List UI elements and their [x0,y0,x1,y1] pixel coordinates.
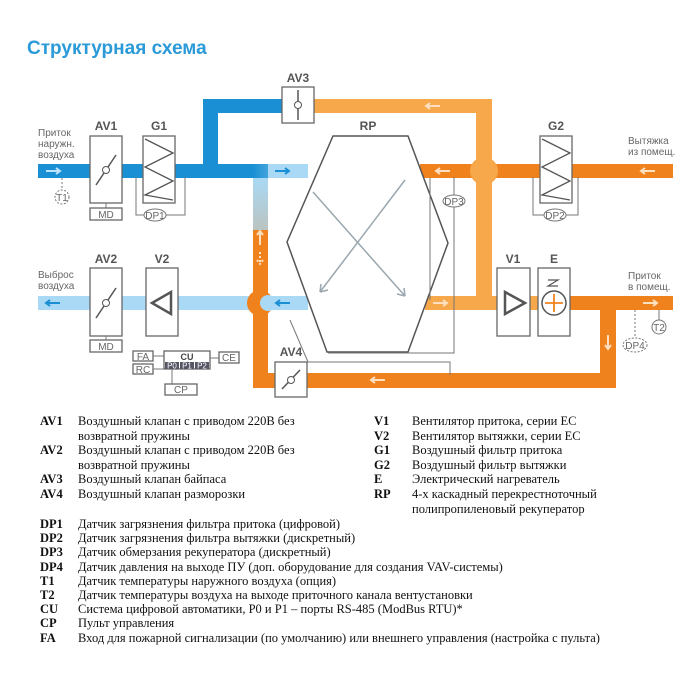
md-actuator-2: MD [98,342,114,353]
sensor-dp2: DP2 [543,208,567,222]
bypass-vertical-orange [476,99,492,309]
bypass-duct-orange [314,99,492,113]
svg-text:воздуха: воздуха [38,281,75,292]
sensor-dp4: DP4 [622,310,648,353]
flow-labels: Приток наружн. воздуха Выброс воздуха Вы… [38,128,675,293]
fan-v2[interactable]: V2 [145,252,179,337]
page-title: Структурная схема [27,38,207,59]
damper-av4[interactable]: AV4 [274,345,308,398]
svg-text:T1: T1 [56,193,68,204]
svg-text:DP3: DP3 [444,197,464,208]
svg-text:DP1: DP1 [145,211,165,222]
svg-text:AV3: AV3 [287,71,310,85]
svg-text:AV2: AV2 [95,252,118,266]
filter-g1[interactable]: G1 [142,119,176,204]
flow-arrows [44,102,659,384]
rp-label: RP [360,119,377,133]
svg-text:наружн.: наружн. [38,139,75,150]
legend-dampers: AV1 Воздушный клапан с приводом 220В без … [40,414,295,501]
svg-text:E: E [550,252,558,266]
recuperator-rp[interactable]: RP [286,119,449,353]
rc-input: RC [136,365,150,376]
structural-diagram: RP AV3 AV1 MD G1 DP1 T1 AV2 [38,71,675,398]
md-actuator-1: MD [98,210,114,221]
damper-av2[interactable]: AV2 MD [89,252,123,353]
svg-text:в помещ.: в помещ. [628,282,671,293]
heater-e[interactable]: E [537,252,571,337]
legend-units: V1 Вентилятор притока, серии ЕС V2 Вентиля… [374,414,597,516]
svg-text:P2: P2 [197,362,207,371]
label-outdoor-in: Приток [38,128,71,139]
defrost-bottom-duct [253,373,616,388]
svg-text:P1: P1 [182,362,192,371]
control-unit-group: FA RC CU P0 P1 P2 CE CP [132,350,240,396]
svg-text:DP4: DP4 [625,341,645,352]
sensor-t2: T2 [651,310,667,335]
fa-input: FA [137,352,150,363]
svg-text:G1: G1 [151,119,167,133]
legend-sensors: DP1 Датчик загрязнения фильтра притока (ц… [40,517,600,645]
sensor-dp1: DP1 [143,208,167,222]
svg-text:AV1: AV1 [95,119,118,133]
fan-v1[interactable]: V1 [496,252,531,337]
svg-text:V1: V1 [506,252,521,266]
svg-text:из помещ.: из помещ. [628,147,675,158]
filter-g2[interactable]: G2 [539,119,573,204]
svg-text:T2: T2 [653,323,665,334]
sensor-t1: T1 [54,178,70,205]
damper-av3[interactable]: AV3 [281,71,315,124]
ce-output: CE [222,353,236,364]
damper-av1[interactable]: AV1 MD [89,119,123,221]
control-panel: CP [174,385,188,396]
label-exhaust-out: Выброс [38,269,74,281]
bypass-duct-blue [203,99,218,178]
svg-text:V2: V2 [155,252,170,266]
label-room-exhaust: Вытяжка [628,136,669,147]
svg-text:P0: P0 [167,362,177,371]
svg-text:воздуха: воздуха [38,150,75,161]
svg-text:G2: G2 [548,119,564,133]
svg-text:DP2: DP2 [545,211,565,222]
label-room-supply: Приток [628,271,661,282]
sensor-dp3: DP3 [442,194,466,208]
svg-text:AV4: AV4 [280,345,303,359]
svg-text:CU: CU [181,352,194,362]
